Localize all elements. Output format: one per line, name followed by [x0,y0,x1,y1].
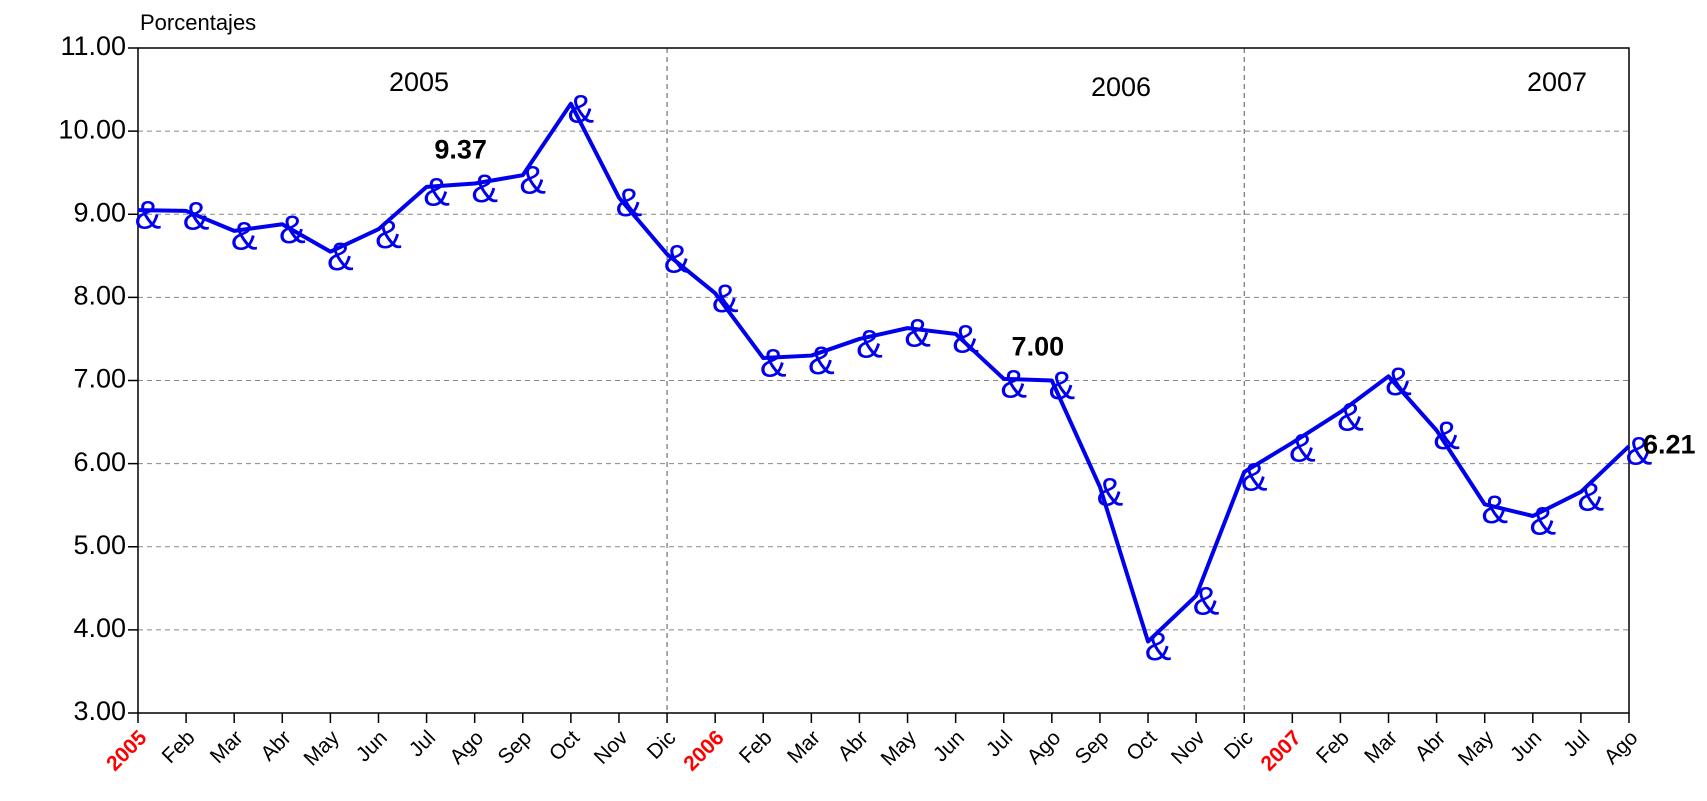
x-tick-label: 2006 [679,726,728,775]
x-tick-label: Dic [1220,726,1258,764]
data-marker: & [712,277,739,321]
x-tick-label: Mar [206,726,248,768]
x-tick-label: May [877,726,922,771]
data-marker: & [279,208,306,252]
x-tick-label: Sep [494,726,537,769]
x-tick-label: 2005 [102,726,152,776]
data-marker: & [327,235,354,279]
data-marker: & [135,194,162,238]
x-tick-label: Mar [1360,726,1402,768]
data-marker: & [1385,360,1412,404]
data-marker: & [1048,364,1075,408]
data-marker: & [519,159,546,203]
x-tick-label: Feb [1312,726,1354,768]
series-line [137,101,1631,644]
data-marker: & [423,170,450,214]
data-marker: & [1626,430,1653,474]
x-tick-label: Ago [1023,726,1066,769]
x-tick-label: Oct [1122,726,1161,765]
x-tick-label: May [1454,726,1499,771]
data-marker: & [1337,396,1364,440]
data-marker: & [1097,470,1124,514]
data-marker: & [1145,625,1172,669]
y-tick-label: 6.00 [73,447,126,477]
x-tick-label: May [300,726,345,771]
x-tick-label: Dic [643,726,681,764]
x-tick-label: Abr [256,726,295,765]
data-marker: & [664,238,691,282]
data-marker: & [1241,456,1268,500]
year-annotation: 2006 [1091,72,1151,102]
x-tick-label: Jun [352,726,392,766]
y-tick-label: 7.00 [73,364,126,394]
data-marker: & [760,342,787,386]
x-tick-label: Jul [982,726,1017,761]
x-tick-label: Nov [1167,726,1210,769]
data-marker: & [808,339,835,383]
data-marker: & [231,214,258,258]
data-label: 9.37 [434,135,487,165]
y-tick-label: 4.00 [73,613,126,643]
x-tick-label: Sep [1071,726,1114,769]
y-tick-label: 3.00 [73,696,126,726]
data-marker: & [904,312,931,356]
data-marker: & [1289,426,1316,470]
x-tick-label: Feb [735,726,777,768]
year-annotation: 2007 [1527,67,1587,97]
data-marker: & [471,167,498,211]
data-label: 6.21 [1643,429,1696,459]
data-marker: & [183,194,210,238]
data-marker: & [1529,500,1556,544]
data-label: 7.00 [1012,332,1065,362]
x-tick-label: Feb [158,726,200,768]
data-marker: & [856,323,883,367]
x-tick-label: Oct [545,726,584,765]
data-marker: & [1578,475,1605,519]
data-marker: & [375,213,402,257]
data-marker: & [1433,414,1460,458]
data-marker: & [952,318,979,362]
year-annotation: 2005 [389,67,449,97]
x-tick-label: 2007 [1256,726,1305,775]
x-tick-label: Ago [445,726,488,769]
y-tick-label: 11.00 [60,31,126,61]
x-tick-label: Jun [929,726,969,766]
x-tick-label: Jul [1559,726,1594,761]
data-marker: & [1000,362,1027,406]
x-tick-label: Abr [1411,726,1450,765]
x-tick-label: Ago [1600,726,1643,769]
y-axis-label: Porcentajes [140,10,256,35]
data-marker: & [616,181,643,225]
data-marker: & [1193,579,1220,623]
y-tick-label: 10.00 [58,114,126,144]
x-tick-label: Jun [1506,726,1546,766]
data-marker: & [1481,488,1508,532]
x-tick-label: Nov [590,726,633,769]
x-tick-label: Mar [783,726,825,768]
y-tick-label: 9.00 [73,197,126,227]
plot-frame [137,47,1630,714]
data-marker: & [568,87,595,131]
y-tick-label: 8.00 [73,281,126,311]
x-tick-label: Abr [834,726,873,765]
x-tick-label: Jul [405,726,440,761]
y-tick-label: 5.00 [73,530,126,560]
